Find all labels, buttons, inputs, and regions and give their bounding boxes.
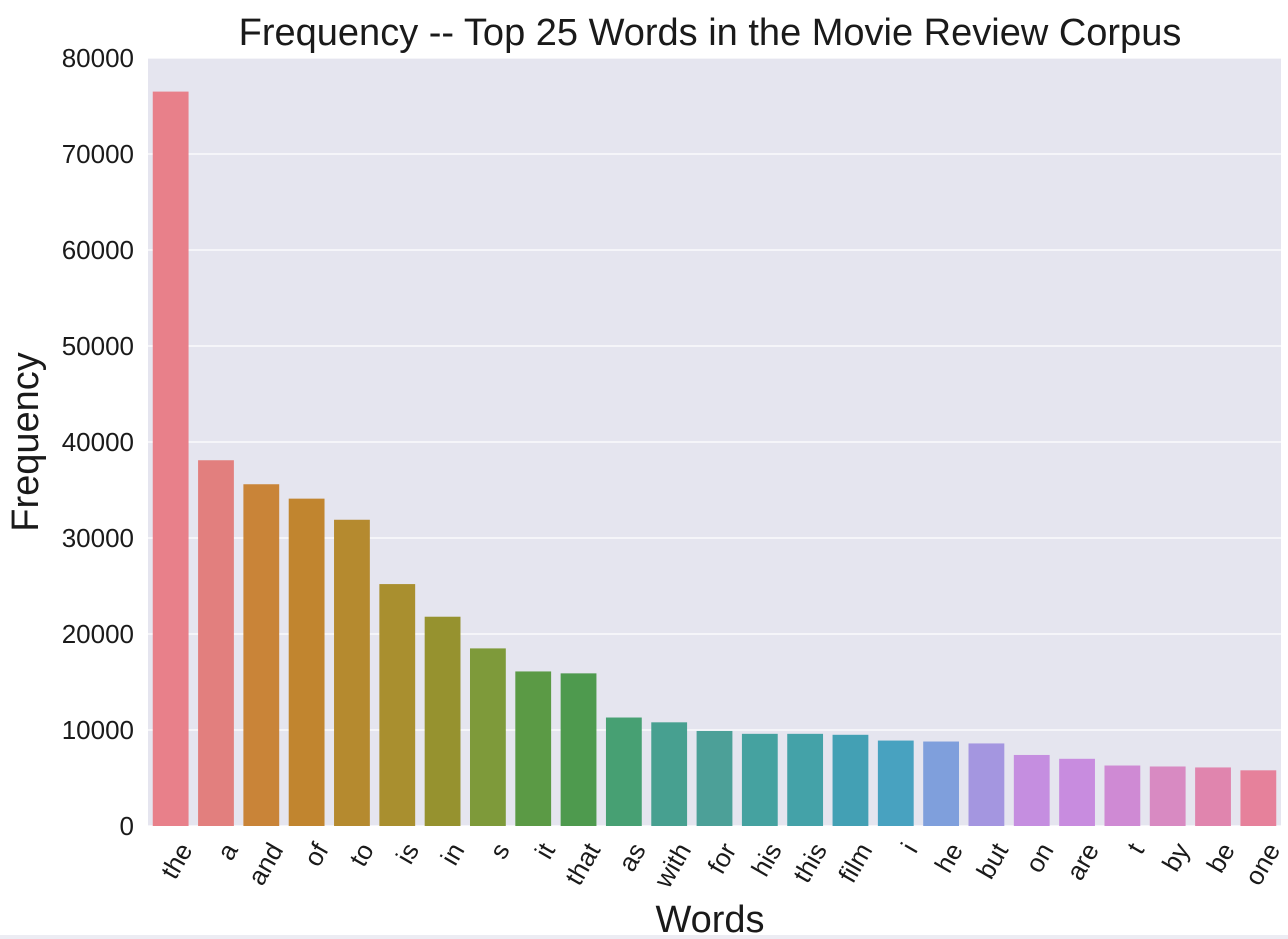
x-tick-label: the — [154, 838, 198, 884]
bar-but — [968, 743, 1005, 826]
x-tick-label: film — [832, 838, 878, 888]
bar-for — [696, 730, 733, 826]
x-tick-label: for — [701, 837, 742, 879]
bars — [152, 91, 1277, 827]
x-tick-label: he — [928, 838, 968, 878]
y-tick-label: 80000 — [62, 43, 134, 73]
x-tick-label: his — [745, 838, 788, 882]
x-tick-label: with — [647, 838, 697, 894]
bar-be — [1195, 767, 1231, 826]
y-tick-labels: 0 10000 20000 30000 40000 50000 60000 70000 8000… — [62, 43, 134, 841]
bar-on — [1013, 754, 1050, 826]
bar-s — [469, 648, 506, 826]
bar-with — [651, 722, 688, 826]
bar-of — [288, 498, 325, 826]
x-tick-label: this — [787, 838, 833, 888]
x-tick-label: a — [211, 837, 244, 865]
bar-he — [923, 741, 960, 826]
x-tick-label: in — [434, 838, 470, 871]
y-tick-label: 60000 — [62, 235, 134, 265]
bar-i — [877, 740, 914, 826]
bar-his — [741, 733, 778, 826]
x-tick-label: to — [343, 838, 380, 872]
y-tick-label: 40000 — [62, 427, 134, 457]
x-tick-label: be — [1200, 838, 1240, 878]
x-tick-label: it — [529, 837, 562, 864]
bar-a — [198, 460, 234, 826]
x-tick-label: that — [559, 837, 607, 890]
bottom-strip — [0, 935, 1288, 939]
bar-the — [152, 91, 189, 827]
bar-as — [605, 717, 642, 826]
bar-are — [1059, 758, 1095, 826]
x-tick-label: of — [298, 837, 335, 871]
bar-this — [787, 733, 824, 826]
y-tick-label: 10000 — [62, 715, 134, 745]
x-tick-label: are — [1060, 838, 1105, 886]
bar-t — [1104, 765, 1141, 826]
bar-and — [243, 484, 280, 826]
x-tick-label: s — [483, 838, 515, 864]
x-axis-label: Words — [655, 899, 764, 939]
x-tick-label: t — [1121, 837, 1151, 859]
chart-title: Frequency -- Top 25 Words in the Movie R… — [239, 12, 1182, 54]
bar-to — [334, 519, 370, 826]
y-tick-label: 50000 — [62, 331, 134, 361]
y-tick-label: 20000 — [62, 619, 134, 649]
x-tick-label: and — [241, 838, 289, 891]
bar-in — [424, 616, 461, 826]
x-tick-label: on — [1019, 838, 1059, 878]
x-tick-label: but — [970, 837, 1014, 884]
x-tick-label: as — [612, 838, 652, 877]
x-tick-label: i — [895, 838, 924, 858]
x-tick-label: is — [390, 838, 425, 869]
bar-that — [560, 673, 597, 826]
bar-is — [379, 584, 416, 826]
bar-one — [1240, 770, 1277, 826]
x-tick-label: one — [1238, 838, 1286, 891]
y-tick-label: 30000 — [62, 523, 134, 553]
bar-film — [832, 734, 869, 826]
x-tick-label: by — [1156, 838, 1196, 877]
bar-by — [1149, 766, 1186, 826]
y-axis-label: Frequency — [5, 352, 47, 532]
bar-it — [515, 671, 552, 826]
y-tick-label: 0 — [120, 811, 134, 841]
y-tick-label: 70000 — [62, 139, 134, 169]
